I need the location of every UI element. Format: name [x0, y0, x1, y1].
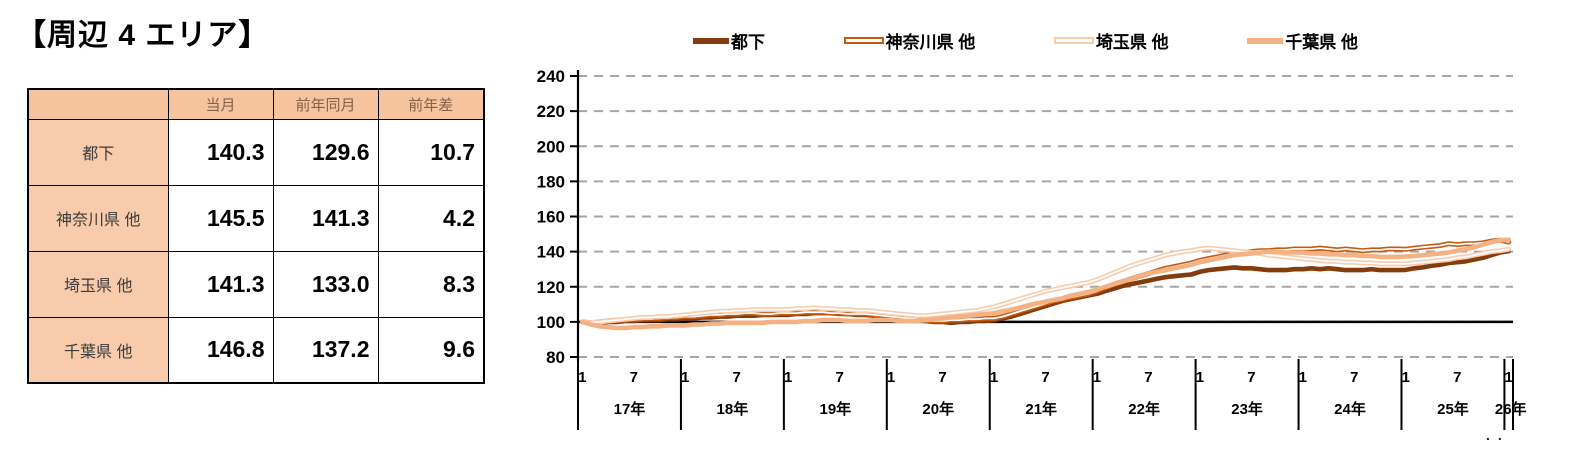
x-month-label: 7 [1453, 369, 1461, 386]
y-tick-label: 160 [537, 208, 565, 227]
legend-label: 都下 [731, 33, 765, 52]
legend-line-swatch [1247, 37, 1284, 44]
legend-line-swatch [693, 37, 729, 44]
y-tick-label: 180 [537, 172, 565, 191]
x-year-label: 20年 [922, 400, 954, 418]
x-month-label: 1 [1196, 369, 1204, 386]
x-month-label: 1 [990, 369, 998, 386]
row-label: 埼玉県 他 [27, 250, 169, 318]
legend-line-swatch [843, 37, 884, 44]
x-year-label: 21年 [1025, 400, 1057, 418]
table-row: 神奈川県 他 145.5 141.3 4.2 [27, 184, 485, 252]
cell-current: 146.8 [167, 316, 274, 384]
legend-line-swatch [1053, 37, 1094, 44]
x-month-label: 7 [1350, 369, 1358, 386]
legend-label: 神奈川県 他 [885, 33, 976, 52]
legend-item-kanagawa: 神奈川県 他 [843, 28, 976, 53]
series-line-core-2 [581, 247, 1510, 324]
x-month-label: 7 [835, 369, 843, 386]
cell-current: 145.5 [167, 184, 274, 252]
x-month-label: 7 [630, 369, 638, 386]
x-year-label: 19年 [819, 400, 851, 418]
legend-item-chiba: 千葉県 他 [1247, 28, 1358, 53]
x-month-label: 1 [681, 369, 689, 386]
cell-diff: 8.3 [377, 250, 485, 318]
y-tick-label: 100 [537, 313, 565, 332]
cell-diff: 9.6 [377, 316, 485, 384]
table-row: 都下 140.3 129.6 10.7 [27, 118, 485, 186]
col-header-current: 当月 [167, 88, 274, 120]
chart-legend: 都下 神奈川県 他 埼玉県 他 千葉県 他 [693, 28, 1358, 53]
x-month-label: 7 [938, 369, 946, 386]
x-month-label: 7 [1144, 369, 1152, 386]
cropped-text-fragment: .. [1486, 427, 1510, 443]
x-month-label: 1 [1402, 369, 1410, 386]
x-month-label: 1 [578, 369, 586, 386]
legend-item-saitama: 埼玉県 他 [1053, 28, 1169, 53]
y-tick-label: 220 [537, 102, 565, 121]
area-index-table: 当月 前年同月 前年差 都下 140.3 129.6 10.7 神奈川県 他 1… [27, 88, 485, 384]
y-tick-label: 80 [546, 348, 565, 367]
x-year-label: 18年 [717, 400, 749, 418]
x-year-label: 23年 [1231, 400, 1263, 418]
x-month-label: 7 [733, 369, 741, 386]
y-tick-label: 200 [537, 137, 565, 156]
cell-prev-year: 141.3 [272, 184, 379, 252]
table-corner-cell [27, 88, 169, 120]
table-header-row: 当月 前年同月 前年差 [27, 88, 485, 120]
x-year-label: 26年 [1495, 400, 1527, 418]
cell-diff: 4.2 [377, 184, 485, 252]
legend-item-toka: 都下 [693, 28, 765, 53]
x-month-label: 1 [1299, 369, 1307, 386]
cell-prev-year: 137.2 [272, 316, 379, 384]
legend-label: 埼玉県 他 [1095, 33, 1169, 52]
cell-prev-year: 129.6 [272, 118, 379, 186]
x-year-label: 25年 [1437, 400, 1469, 418]
series-line-3 [579, 237, 1511, 331]
page-title: 【周辺 4 エリア】 [16, 19, 270, 52]
x-month-label: 7 [1247, 369, 1255, 386]
y-tick-label: 120 [537, 278, 565, 297]
table-row: 千葉県 他 146.8 137.2 9.6 [27, 316, 485, 384]
x-month-label: 1 [1093, 369, 1101, 386]
cell-diff: 10.7 [377, 118, 485, 186]
x-year-label: 17年 [614, 400, 646, 418]
y-tick-label: 140 [537, 243, 565, 262]
x-month-label: 7 [1041, 369, 1049, 386]
table-row: 埼玉県 他 141.3 133.0 8.3 [27, 250, 485, 318]
x-month-label: 1 [887, 369, 895, 386]
x-year-label: 22年 [1128, 400, 1160, 418]
x-year-label: 24年 [1334, 400, 1366, 418]
legend-label: 千葉県 他 [1285, 33, 1358, 52]
row-label: 神奈川県 他 [27, 184, 169, 252]
x-month-label: 1 [784, 369, 792, 386]
cell-prev-year: 133.0 [272, 250, 379, 318]
y-tick-label: 240 [537, 67, 565, 86]
row-label: 都下 [27, 118, 169, 186]
x-month-label: 1 [1505, 369, 1513, 386]
cell-current: 140.3 [167, 118, 274, 186]
row-label: 千葉県 他 [27, 316, 169, 384]
